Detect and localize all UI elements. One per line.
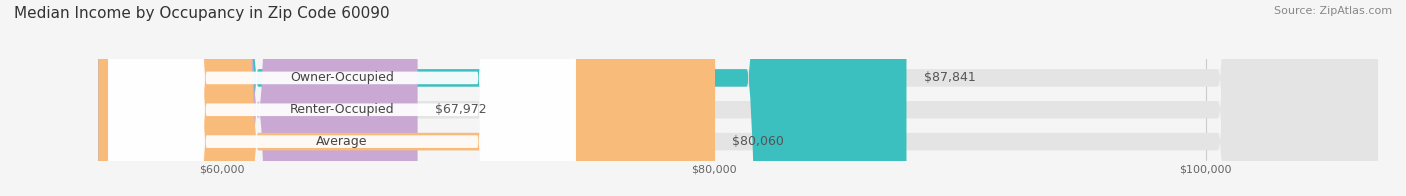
- FancyBboxPatch shape: [108, 0, 576, 196]
- FancyBboxPatch shape: [98, 0, 418, 196]
- Text: Renter-Occupied: Renter-Occupied: [290, 103, 394, 116]
- FancyBboxPatch shape: [98, 0, 1378, 196]
- FancyBboxPatch shape: [108, 0, 576, 196]
- Text: Source: ZipAtlas.com: Source: ZipAtlas.com: [1274, 6, 1392, 16]
- FancyBboxPatch shape: [98, 0, 907, 196]
- Text: $80,060: $80,060: [733, 135, 785, 148]
- Text: Owner-Occupied: Owner-Occupied: [290, 71, 394, 84]
- Text: $67,972: $67,972: [434, 103, 486, 116]
- FancyBboxPatch shape: [98, 0, 1378, 196]
- FancyBboxPatch shape: [98, 0, 716, 196]
- Text: Median Income by Occupancy in Zip Code 60090: Median Income by Occupancy in Zip Code 6…: [14, 6, 389, 21]
- Text: Average: Average: [316, 135, 368, 148]
- FancyBboxPatch shape: [98, 0, 1378, 196]
- Text: $87,841: $87,841: [924, 71, 976, 84]
- FancyBboxPatch shape: [108, 0, 576, 196]
